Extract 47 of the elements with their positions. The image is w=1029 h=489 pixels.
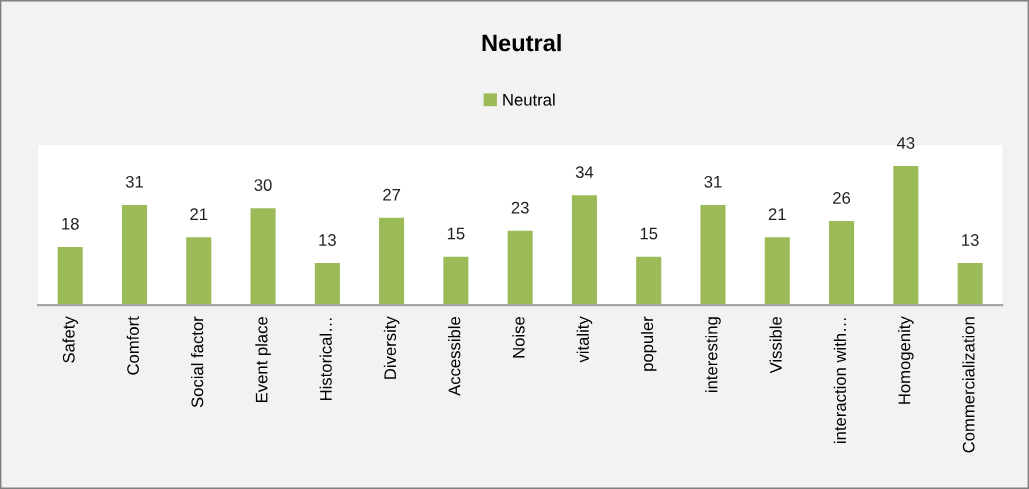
data-label: 23 <box>511 201 529 214</box>
bar <box>443 256 469 306</box>
x-tick-label: Historical… <box>319 318 332 401</box>
x-tick-label: interaction with… <box>833 318 847 443</box>
legend-label: Neutral <box>503 93 555 106</box>
x-tick-label: Homogenity <box>898 316 914 404</box>
x-tick-label: Diversity <box>383 316 400 379</box>
x-tick-label: Commercialization <box>962 317 975 453</box>
x-tick-label: vitality <box>576 316 593 363</box>
x-tick-label: Comfort <box>126 316 139 375</box>
data-label: 30 <box>254 179 272 191</box>
bar <box>700 204 726 306</box>
data-label: 18 <box>62 217 79 230</box>
data-label: 21 <box>190 208 208 220</box>
data-label: 34 <box>575 166 594 179</box>
data-label: 15 <box>640 227 658 240</box>
bar <box>507 230 533 306</box>
data-label: 13 <box>962 234 979 246</box>
data-label: 31 <box>125 175 143 188</box>
bar <box>121 204 148 306</box>
bar <box>314 263 340 306</box>
bar <box>893 166 919 306</box>
chart-title: Neutral <box>482 33 561 52</box>
data-label: 21 <box>768 208 786 220</box>
data-label: 13 <box>319 234 336 246</box>
bar <box>636 256 662 306</box>
x-tick-label: Event place <box>255 316 271 402</box>
bar <box>186 237 212 306</box>
x-tick-label: Safety <box>62 316 78 363</box>
bar <box>250 208 276 306</box>
bar <box>957 263 983 306</box>
bar <box>379 217 405 306</box>
data-label: 27 <box>383 188 401 201</box>
bar <box>764 237 790 306</box>
bar <box>829 221 855 306</box>
x-tick-label: Vissible <box>769 316 782 374</box>
x-tick-label: Social factor <box>191 316 204 408</box>
x-tick-label: interesting <box>705 317 721 393</box>
bar <box>571 195 597 306</box>
bar <box>57 246 83 306</box>
data-label: 26 <box>833 192 851 204</box>
x-tick-label: populer <box>640 316 657 371</box>
x-tick-label: Accessible <box>448 316 461 396</box>
data-label: 15 <box>447 227 465 240</box>
x-tick-label: Noise <box>512 316 525 358</box>
data-label: 43 <box>896 137 915 149</box>
data-label: 31 <box>704 175 722 188</box>
